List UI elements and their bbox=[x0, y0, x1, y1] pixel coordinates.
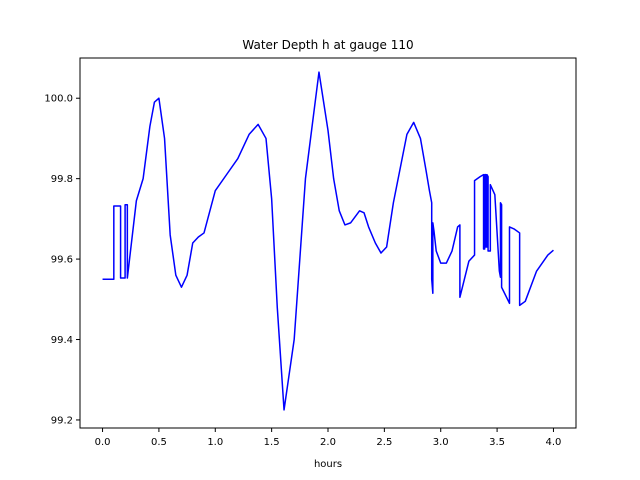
x-tick-label: 1.0 bbox=[207, 437, 223, 448]
x-tick-label: 3.5 bbox=[489, 437, 505, 448]
series-group bbox=[102, 71, 554, 411]
x-tick-label: 3.0 bbox=[433, 437, 449, 448]
chart-title: Water Depth h at gauge 110 bbox=[242, 38, 413, 52]
y-tick-label: 99.2 bbox=[51, 415, 73, 426]
x-tick-label: 4.0 bbox=[546, 437, 562, 448]
x-axis: 0.0 0.5 1.0 1.5 2.0 2.5 3.0 3.5 4.0 bbox=[95, 428, 562, 448]
x-tick-label: 0.0 bbox=[95, 437, 111, 448]
y-tick-label: 99.8 bbox=[51, 174, 73, 185]
x-tick-label: 2.0 bbox=[320, 437, 336, 448]
y-tick-label: 99.6 bbox=[51, 255, 73, 266]
x-tick-label: 0.5 bbox=[151, 437, 167, 448]
y-axis: 99.2 99.4 99.6 99.8 100.0 bbox=[44, 94, 80, 426]
series-line-0 bbox=[102, 71, 554, 411]
x-axis-label: hours bbox=[314, 459, 342, 470]
x-tick-label: 2.5 bbox=[376, 437, 392, 448]
x-tick-label: 1.5 bbox=[264, 437, 280, 448]
y-tick-label: 99.4 bbox=[51, 335, 73, 346]
y-tick-label: 100.0 bbox=[44, 94, 73, 105]
plot-area bbox=[79, 57, 577, 429]
